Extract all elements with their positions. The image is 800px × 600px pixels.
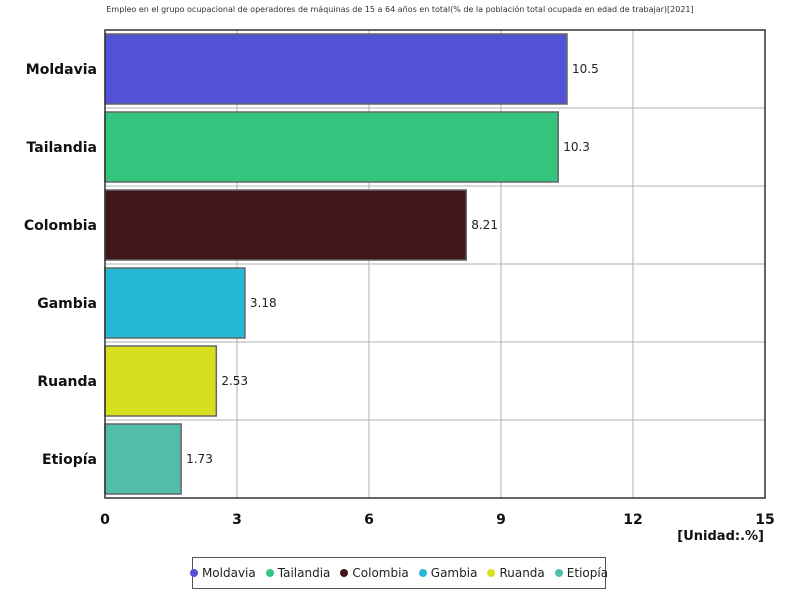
legend-swatch — [554, 569, 563, 577]
category-label: Moldavia — [26, 62, 97, 78]
category-label: Gambia — [37, 296, 97, 312]
x-tick-label: 3 — [232, 512, 242, 528]
x-tick-label: 0 — [100, 512, 110, 528]
plot-border — [104, 29, 766, 499]
category-label: Tailandia — [27, 140, 97, 156]
data-label: 8.21 — [471, 218, 498, 232]
bar — [104, 189, 467, 261]
legend-item: Gambia — [418, 566, 478, 580]
bars — [104, 33, 568, 495]
bar — [104, 33, 568, 105]
legend-swatch — [265, 569, 274, 577]
category-label: Etiopía — [42, 452, 97, 468]
data-label: 2.53 — [221, 374, 248, 388]
unit-label: [Unidad:.%] — [677, 529, 764, 544]
plot-frame — [104, 29, 766, 499]
legend-label: Gambia — [430, 566, 478, 580]
data-label: 10.3 — [563, 140, 590, 154]
legend-label: Ruanda — [499, 566, 545, 580]
legend-item: Tailandia — [265, 566, 331, 580]
bar — [104, 111, 559, 183]
chart-title: Empleo en el grupo ocupacional de operad… — [106, 5, 694, 14]
legend-label: Moldavia — [201, 566, 256, 580]
data-label: 10.5 — [572, 62, 599, 76]
legend-swatch — [487, 569, 496, 577]
data-label: 3.18 — [250, 296, 277, 310]
legend-item: Etiopía — [554, 566, 609, 580]
bar — [104, 423, 182, 495]
legend-swatch — [340, 569, 349, 577]
data-label: 1.73 — [186, 452, 213, 466]
x-tick-label: 6 — [364, 512, 374, 528]
legend-item: Ruanda — [487, 566, 545, 580]
legend-label: Etiopía — [566, 566, 609, 580]
legend-item: Moldavia — [189, 566, 256, 580]
labels: 0 3 6 9 12 15 10.5 Moldavia 10.3 Tailandia 8.21 Col… — [24, 62, 775, 528]
legend: Moldavia Tailandia Colombia Gambia Ruanda Eti… — [189, 557, 609, 589]
legend-label: Tailandia — [277, 566, 331, 580]
x-tick-label: 12 — [623, 512, 642, 528]
category-label: Ruanda — [37, 374, 97, 390]
x-tick-label: 9 — [496, 512, 506, 528]
category-label: Colombia — [24, 218, 97, 234]
legend-item: Colombia — [340, 566, 409, 580]
legend-swatch — [189, 569, 198, 577]
legend-swatch — [418, 569, 427, 577]
bar — [104, 267, 246, 339]
x-tick-label: 15 — [755, 512, 774, 528]
legend-label: Colombia — [352, 566, 409, 580]
bar — [104, 345, 218, 417]
